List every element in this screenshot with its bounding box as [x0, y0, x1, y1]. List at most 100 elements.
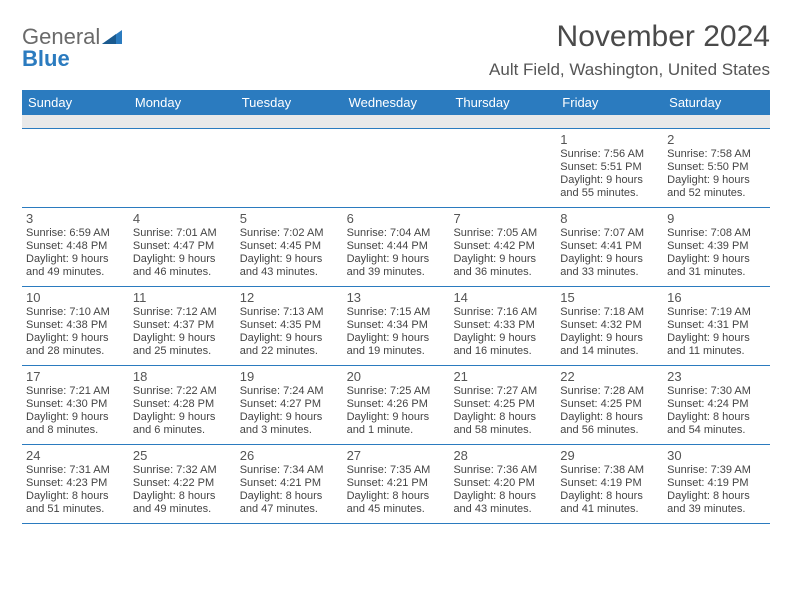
sunset-line: Sunset: 4:32 PM: [560, 319, 659, 332]
day-number: 4: [133, 211, 232, 226]
day-number: 11: [133, 290, 232, 305]
calendar-day-cell: 3Sunrise: 6:59 AMSunset: 4:48 PMDaylight…: [22, 208, 129, 286]
calendar-day-cell: 6Sunrise: 7:04 AMSunset: 4:44 PMDaylight…: [343, 208, 450, 286]
day-number: 8: [560, 211, 659, 226]
daylight-line: Daylight: 8 hours and 45 minutes.: [347, 490, 446, 516]
sunset-line: Sunset: 4:44 PM: [347, 240, 446, 253]
day-number: 6: [347, 211, 446, 226]
day-number: 22: [560, 369, 659, 384]
calendar-day-cell: 21Sunrise: 7:27 AMSunset: 4:25 PMDayligh…: [449, 366, 556, 444]
day-number: 12: [240, 290, 339, 305]
calendar-day-cell: 13Sunrise: 7:15 AMSunset: 4:34 PMDayligh…: [343, 287, 450, 365]
calendar-day-cell: 11Sunrise: 7:12 AMSunset: 4:37 PMDayligh…: [129, 287, 236, 365]
day-number: 30: [667, 448, 766, 463]
sunset-line: Sunset: 5:50 PM: [667, 161, 766, 174]
sunset-line: Sunset: 4:48 PM: [26, 240, 125, 253]
sunset-line: Sunset: 4:19 PM: [667, 477, 766, 490]
daylight-line: Daylight: 9 hours and 25 minutes.: [133, 332, 232, 358]
day-number: 24: [26, 448, 125, 463]
daylight-line: Daylight: 8 hours and 54 minutes.: [667, 411, 766, 437]
day-header: Saturday: [663, 90, 770, 115]
daylight-line: Daylight: 9 hours and 3 minutes.: [240, 411, 339, 437]
calendar-day-cell: [129, 129, 236, 207]
sunrise-line: Sunrise: 7:30 AM: [667, 385, 766, 398]
calendar-day-cell: 24Sunrise: 7:31 AMSunset: 4:23 PMDayligh…: [22, 445, 129, 523]
daylight-line: Daylight: 8 hours and 41 minutes.: [560, 490, 659, 516]
sunset-line: Sunset: 4:39 PM: [667, 240, 766, 253]
daylight-line: Daylight: 8 hours and 47 minutes.: [240, 490, 339, 516]
daylight-line: Daylight: 9 hours and 33 minutes.: [560, 253, 659, 279]
sunset-line: Sunset: 4:19 PM: [560, 477, 659, 490]
sunrise-line: Sunrise: 7:22 AM: [133, 385, 232, 398]
sunrise-line: Sunrise: 7:18 AM: [560, 306, 659, 319]
month-title: November 2024: [489, 20, 770, 54]
sunrise-line: Sunrise: 7:02 AM: [240, 227, 339, 240]
daylight-line: Daylight: 9 hours and 39 minutes.: [347, 253, 446, 279]
day-number: 16: [667, 290, 766, 305]
day-number: 9: [667, 211, 766, 226]
daylight-line: Daylight: 8 hours and 49 minutes.: [133, 490, 232, 516]
sunset-line: Sunset: 4:38 PM: [26, 319, 125, 332]
calendar-day-cell: 20Sunrise: 7:25 AMSunset: 4:26 PMDayligh…: [343, 366, 450, 444]
calendar-day-cell: 25Sunrise: 7:32 AMSunset: 4:22 PMDayligh…: [129, 445, 236, 523]
sunrise-line: Sunrise: 7:58 AM: [667, 148, 766, 161]
sunrise-line: Sunrise: 7:36 AM: [453, 464, 552, 477]
calendar-day-cell: 14Sunrise: 7:16 AMSunset: 4:33 PMDayligh…: [449, 287, 556, 365]
day-number: 29: [560, 448, 659, 463]
calendar-day-cell: [236, 129, 343, 207]
calendar-week-row: 10Sunrise: 7:10 AMSunset: 4:38 PMDayligh…: [22, 287, 770, 366]
day-number: 17: [26, 369, 125, 384]
calendar-day-cell: 22Sunrise: 7:28 AMSunset: 4:25 PMDayligh…: [556, 366, 663, 444]
calendar-day-cell: 8Sunrise: 7:07 AMSunset: 4:41 PMDaylight…: [556, 208, 663, 286]
sunrise-line: Sunrise: 7:39 AM: [667, 464, 766, 477]
sunrise-line: Sunrise: 7:28 AM: [560, 385, 659, 398]
daylight-line: Daylight: 9 hours and 52 minutes.: [667, 174, 766, 200]
logo: General Blue: [22, 26, 122, 70]
day-header: Friday: [556, 90, 663, 115]
calendar-week-row: 17Sunrise: 7:21 AMSunset: 4:30 PMDayligh…: [22, 366, 770, 445]
sunset-line: Sunset: 4:30 PM: [26, 398, 125, 411]
sunset-line: Sunset: 4:47 PM: [133, 240, 232, 253]
calendar-day-cell: 4Sunrise: 7:01 AMSunset: 4:47 PMDaylight…: [129, 208, 236, 286]
daylight-line: Daylight: 8 hours and 39 minutes.: [667, 490, 766, 516]
daylight-line: Daylight: 8 hours and 56 minutes.: [560, 411, 659, 437]
calendar-week-row: 24Sunrise: 7:31 AMSunset: 4:23 PMDayligh…: [22, 445, 770, 524]
location: Ault Field, Washington, United States: [489, 60, 770, 80]
sunrise-line: Sunrise: 6:59 AM: [26, 227, 125, 240]
logo-shape: [102, 24, 122, 49]
day-number: 21: [453, 369, 552, 384]
day-number: 3: [26, 211, 125, 226]
calendar-day-cell: [22, 129, 129, 207]
sunset-line: Sunset: 4:20 PM: [453, 477, 552, 490]
calendar-day-cell: 26Sunrise: 7:34 AMSunset: 4:21 PMDayligh…: [236, 445, 343, 523]
day-number: 7: [453, 211, 552, 226]
daylight-line: Daylight: 8 hours and 58 minutes.: [453, 411, 552, 437]
day-number: 28: [453, 448, 552, 463]
daylight-line: Daylight: 8 hours and 43 minutes.: [453, 490, 552, 516]
sunrise-line: Sunrise: 7:04 AM: [347, 227, 446, 240]
daylight-line: Daylight: 9 hours and 46 minutes.: [133, 253, 232, 279]
sunrise-line: Sunrise: 7:16 AM: [453, 306, 552, 319]
daylight-line: Daylight: 9 hours and 28 minutes.: [26, 332, 125, 358]
sunrise-line: Sunrise: 7:56 AM: [560, 148, 659, 161]
header: General Blue November 2024 Ault Field, W…: [22, 20, 770, 80]
daylight-line: Daylight: 9 hours and 6 minutes.: [133, 411, 232, 437]
sunrise-line: Sunrise: 7:10 AM: [26, 306, 125, 319]
sunrise-line: Sunrise: 7:12 AM: [133, 306, 232, 319]
sunset-line: Sunset: 4:31 PM: [667, 319, 766, 332]
calendar-day-cell: 5Sunrise: 7:02 AMSunset: 4:45 PMDaylight…: [236, 208, 343, 286]
calendar-day-cell: 27Sunrise: 7:35 AMSunset: 4:21 PMDayligh…: [343, 445, 450, 523]
daylight-line: Daylight: 9 hours and 8 minutes.: [26, 411, 125, 437]
calendar-day-cell: 12Sunrise: 7:13 AMSunset: 4:35 PMDayligh…: [236, 287, 343, 365]
calendar-day-cell: 19Sunrise: 7:24 AMSunset: 4:27 PMDayligh…: [236, 366, 343, 444]
calendar-day-cell: 10Sunrise: 7:10 AMSunset: 4:38 PMDayligh…: [22, 287, 129, 365]
sunrise-line: Sunrise: 7:05 AM: [453, 227, 552, 240]
day-number: 2: [667, 132, 766, 147]
calendar-day-cell: 29Sunrise: 7:38 AMSunset: 4:19 PMDayligh…: [556, 445, 663, 523]
calendar-day-cell: 28Sunrise: 7:36 AMSunset: 4:20 PMDayligh…: [449, 445, 556, 523]
day-number: 5: [240, 211, 339, 226]
sunset-line: Sunset: 4:28 PM: [133, 398, 232, 411]
sunset-line: Sunset: 4:24 PM: [667, 398, 766, 411]
calendar: Sunday Monday Tuesday Wednesday Thursday…: [22, 90, 770, 524]
sunrise-line: Sunrise: 7:21 AM: [26, 385, 125, 398]
